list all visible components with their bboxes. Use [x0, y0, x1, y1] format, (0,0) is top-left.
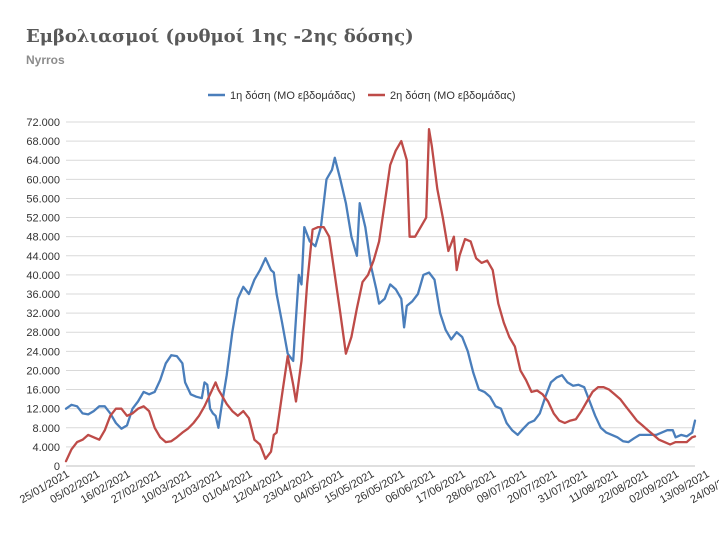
y-tick-label: 8.000	[32, 423, 60, 435]
legend-label-second-dose: 2η δόση (ΜΟ εβδομάδας)	[390, 90, 516, 102]
y-axis: 0 4.000 8.000 12.000 16.000 20.000 24.000 28.00…	[26, 117, 60, 473]
y-tick-label: 60.000	[26, 174, 60, 186]
y-tick-label: 12.000	[26, 404, 60, 416]
series-lines	[64, 128, 697, 463]
y-tick-label: 40.000	[26, 270, 60, 282]
legend-item-first-dose[interactable]: 1η δόση (ΜΟ εβδομάδας)	[208, 90, 356, 102]
chart-subtitle: Nyrros	[26, 53, 65, 67]
y-tick-label: 16.000	[26, 385, 60, 397]
y-tick-label: 36.000	[26, 289, 60, 301]
legend-item-second-dose[interactable]: 2η δόση (ΜΟ εβδομάδας)	[368, 90, 516, 102]
gridlines	[66, 121, 695, 467]
y-tick-label: 20.000	[26, 365, 60, 377]
y-tick-label: 44.000	[26, 251, 60, 263]
y-tick-label: 64.000	[26, 155, 60, 167]
series-line-second-dose	[64, 128, 697, 463]
y-tick-label: 72.000	[26, 117, 60, 129]
legend-label-first-dose: 1η δόση (ΜΟ εβδομάδας)	[230, 90, 356, 102]
x-axis: 25/01/202105/02/202116/02/202127/02/2021…	[18, 468, 719, 506]
series-line-first-dose	[64, 156, 697, 444]
chart-title: Εμβολιασμοί (ρυθμοί 1ης -2ης δόσης)	[26, 26, 414, 47]
y-tick-label: 56.000	[26, 193, 60, 205]
y-tick-label: 48.000	[26, 232, 60, 244]
y-tick-label: 28.000	[26, 327, 60, 339]
y-tick-label: 52.000	[26, 213, 60, 225]
legend[interactable]: 1η δόση (ΜΟ εβδομάδας) 2η δόση (ΜΟ εβδομ…	[208, 90, 516, 102]
y-tick-label: 68.000	[26, 136, 60, 148]
y-tick-label: 24.000	[26, 346, 60, 358]
y-tick-label: 4.000	[32, 442, 60, 454]
y-tick-label: 32.000	[26, 308, 60, 320]
y-tick-label: 0	[54, 461, 60, 473]
